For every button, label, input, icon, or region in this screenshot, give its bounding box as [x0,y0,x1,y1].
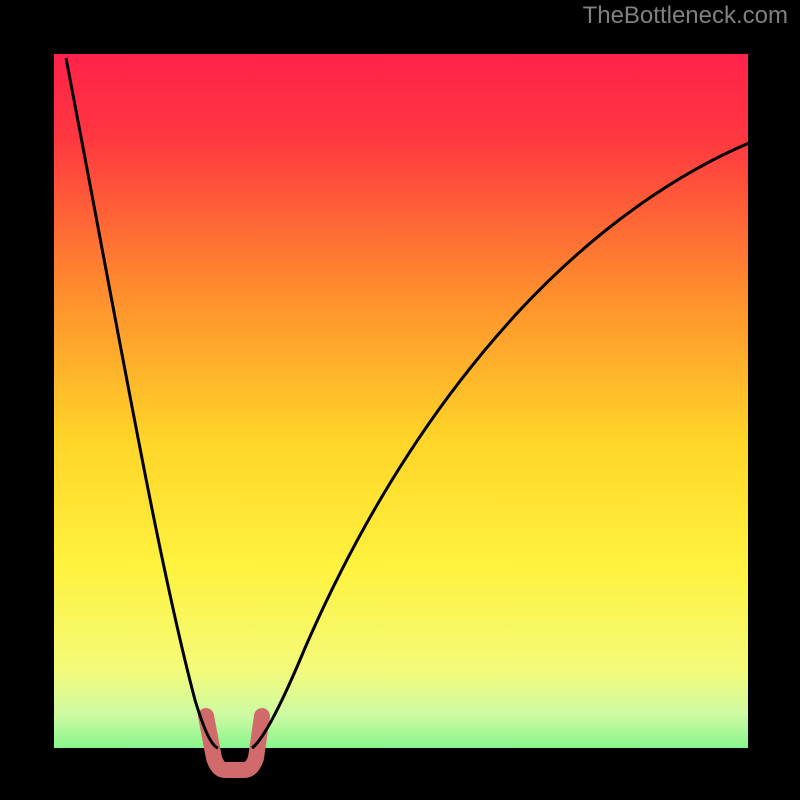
watermark-text: TheBottleneck.com [583,2,788,30]
chart-svg [0,0,800,800]
gradient-fill [27,27,775,775]
chart-canvas: TheBottleneck.com [0,0,800,800]
